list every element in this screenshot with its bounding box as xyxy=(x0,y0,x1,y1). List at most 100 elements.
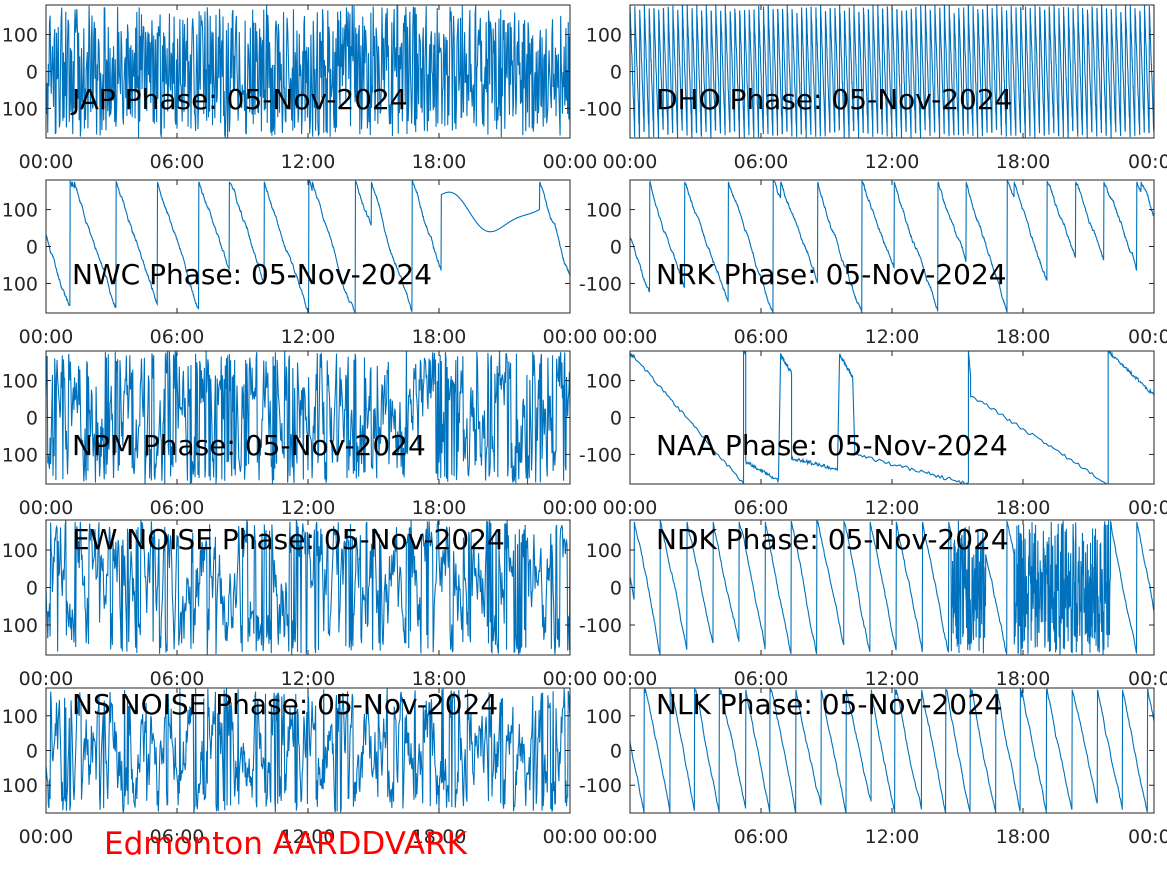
x-tick-label: 06:00 xyxy=(734,326,789,348)
y-tick-label: 0 xyxy=(610,62,622,84)
x-tick-label: 00:0 xyxy=(1128,668,1167,690)
y-tick-label: 100 xyxy=(2,540,38,562)
y-tick-label: 0 xyxy=(26,62,38,84)
panel-title: NRK Phase: 05-Nov-2024 xyxy=(656,258,1007,291)
y-tick-label: 0 xyxy=(610,741,622,763)
phase-series-line xyxy=(46,351,570,484)
panel-title: NPM Phase: 05-Nov-2024 xyxy=(72,429,426,462)
x-tick-label: 00:0 xyxy=(1128,151,1167,173)
x-tick-label: 00:0 xyxy=(1128,326,1167,348)
x-tick-label: 12:00 xyxy=(281,151,336,173)
x-tick-label: 00:00 xyxy=(19,497,74,519)
x-tick-label: 00:0 xyxy=(1128,826,1167,848)
x-tick-label: 12:00 xyxy=(865,826,920,848)
x-tick-label: 18:00 xyxy=(412,151,467,173)
x-tick-label: 18:00 xyxy=(412,668,467,690)
x-tick-label: 00:00 xyxy=(603,326,658,348)
x-tick-label: 18:00 xyxy=(996,326,1051,348)
y-tick-label: 100 xyxy=(2,200,38,222)
x-tick-label: 12:00 xyxy=(281,497,336,519)
x-tick-label: 00:00 xyxy=(19,668,74,690)
y-tick-label: -100 xyxy=(579,273,622,295)
x-tick-label: 12:00 xyxy=(865,326,920,348)
x-tick-label: 00:00 xyxy=(19,826,74,848)
phase-series-line xyxy=(630,688,1154,813)
panel: 100 0 -100 00:00 06:00 12:00 18:00 00:0 DHO Phas… xyxy=(579,4,1167,173)
panel-title: NDK Phase: 05-Nov-2024 xyxy=(656,523,1009,556)
x-tick-label: 06:00 xyxy=(734,151,789,173)
x-tick-label: 06:00 xyxy=(150,826,205,848)
x-tick-label: 00:00 xyxy=(603,151,658,173)
phase-series-line xyxy=(630,351,1154,484)
y-tick-label: -100 xyxy=(579,615,622,637)
panel: 100 0 100 00:00 06:00 12:00 18:00 00:00 JAP Phas… xyxy=(2,4,598,173)
y-tick-label: 100 xyxy=(2,98,38,120)
phase-series-line xyxy=(46,5,570,138)
y-tick-label: 100 xyxy=(2,615,38,637)
x-tick-label: 00:00 xyxy=(543,668,598,690)
x-tick-label: 12:00 xyxy=(865,668,920,690)
x-tick-label: 00:00 xyxy=(603,826,658,848)
x-tick-label: 00:00 xyxy=(543,497,598,519)
y-tick-label: 100 xyxy=(2,775,38,797)
phase-series-line xyxy=(46,520,570,655)
x-tick-label: 18:00 xyxy=(412,326,467,348)
panel-title: NLK Phase: 05-Nov-2024 xyxy=(656,688,1003,721)
x-tick-label: 12:00 xyxy=(281,668,336,690)
x-tick-label: 06:00 xyxy=(150,326,205,348)
panel: 100 0 -100 00:00 06:00 12:00 18:00 00:0 NLK Phas… xyxy=(579,687,1167,848)
panel: 100 0 -100 00:00 06:00 12:00 18:00 00:0 NDK Phas… xyxy=(579,519,1167,690)
y-tick-label: -100 xyxy=(579,444,622,466)
y-tick-label: 100 xyxy=(586,371,622,393)
y-tick-label: 0 xyxy=(610,237,622,259)
y-tick-label: -100 xyxy=(579,98,622,120)
y-tick-label: 0 xyxy=(610,408,622,430)
station-label: Edmonton AARDDVARK xyxy=(104,826,468,862)
x-tick-label: 18:00 xyxy=(996,497,1051,519)
x-tick-label: 06:00 xyxy=(150,151,205,173)
panel-title: DHO Phase: 05-Nov-2024 xyxy=(656,83,1012,116)
panel: 100 0 100 00:00 06:00 12:00 18:00 00:00 EW NOISE… xyxy=(2,519,598,690)
x-tick-label: 18:00 xyxy=(996,826,1051,848)
x-tick-label: 00:00 xyxy=(603,497,658,519)
x-tick-label: 00:00 xyxy=(19,326,74,348)
panel: 100 0 100 00:00 06:00 12:00 18:00 00:00 NWC Phas… xyxy=(2,179,598,348)
x-tick-label: 00:00 xyxy=(19,151,74,173)
x-tick-label: 00:0 xyxy=(1128,497,1167,519)
x-tick-label: 06:00 xyxy=(150,668,205,690)
x-tick-label: 12:00 xyxy=(281,326,336,348)
y-tick-label: 0 xyxy=(610,578,622,600)
x-tick-label: 18:00 xyxy=(412,826,467,848)
y-tick-label: 100 xyxy=(586,540,622,562)
y-tick-label: 0 xyxy=(26,408,38,430)
y-tick-label: -100 xyxy=(579,775,622,797)
x-tick-label: 06:00 xyxy=(734,668,789,690)
x-tick-label: 06:00 xyxy=(734,497,789,519)
phase-series-line xyxy=(630,520,1154,655)
y-tick-label: 0 xyxy=(26,741,38,763)
x-tick-label: 00:00 xyxy=(603,668,658,690)
x-tick-label: 06:00 xyxy=(150,497,205,519)
y-tick-label: 100 xyxy=(586,200,622,222)
y-tick-label: 100 xyxy=(2,371,38,393)
y-tick-label: 0 xyxy=(26,578,38,600)
y-tick-label: 100 xyxy=(586,706,622,728)
x-tick-label: 00:00 xyxy=(543,326,598,348)
panel-title: NWC Phase: 05-Nov-2024 xyxy=(72,258,432,291)
x-tick-label: 18:00 xyxy=(996,151,1051,173)
phase-series-line xyxy=(630,180,1154,313)
panel: 100 0 100 00:00 06:00 12:00 18:00 00:00 NS NOISE… xyxy=(2,687,598,848)
y-tick-label: 100 xyxy=(2,706,38,728)
x-tick-label: 12:00 xyxy=(865,497,920,519)
x-tick-label: 00:00 xyxy=(543,151,598,173)
panel-title: JAP Phase: 05-Nov-2024 xyxy=(70,83,408,116)
plot-area xyxy=(630,180,1154,313)
x-tick-label: 06:00 xyxy=(734,826,789,848)
x-tick-label: 12:00 xyxy=(865,151,920,173)
x-tick-label: 12:00 xyxy=(281,826,336,848)
y-tick-label: 100 xyxy=(2,25,38,47)
x-tick-label: 18:00 xyxy=(996,668,1051,690)
x-tick-label: 00:00 xyxy=(543,826,598,848)
panel: 100 0 -100 00:00 06:00 12:00 18:00 00:0 NAA Phas… xyxy=(579,350,1167,519)
panel-title: NS NOISE Phase: 05-Nov-2024 xyxy=(72,688,498,721)
